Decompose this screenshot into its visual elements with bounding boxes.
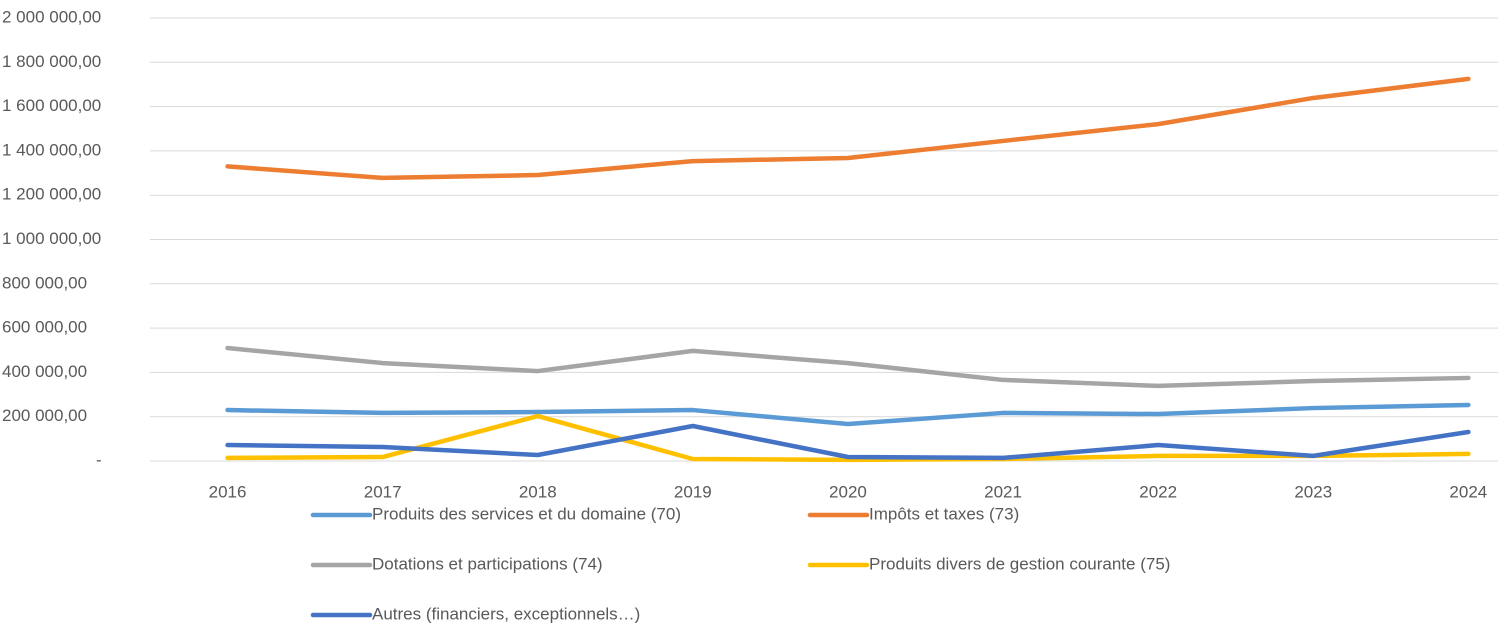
y-tick-label: 1 000 000,00 (2, 229, 101, 248)
legend-label: Impôts et taxes (73) (869, 504, 1019, 523)
y-tick-label: 1 400 000,00 (2, 140, 101, 159)
y-tick-label: 200 000,00 (2, 406, 87, 425)
y-tick-label: 1 800 000,00 (2, 52, 101, 71)
x-tick-label: 2024 (1449, 482, 1487, 501)
x-tick-label: 2022 (1139, 482, 1177, 501)
x-tick-label: 2023 (1294, 482, 1332, 501)
y-tick-label: 1 200 000,00 (2, 185, 101, 204)
series-line (225, 76, 1471, 181)
legend-label: Produits des services et du domaine (70) (372, 504, 681, 523)
y-tick-label: 2 000 000,00 (2, 7, 101, 26)
series-line (225, 413, 1471, 463)
x-tick-label: 2020 (829, 482, 867, 501)
x-tick-label: 2017 (364, 482, 402, 501)
y-tick-label: 400 000,00 (2, 362, 87, 381)
x-tick-label: 2019 (674, 482, 712, 501)
y-tick-label: - (96, 450, 102, 469)
legend-label: Produits divers de gestion courante (75) (869, 554, 1170, 573)
legend-label: Autres (financiers, exceptionnels…) (372, 604, 640, 623)
y-tick-label: 800 000,00 (2, 273, 87, 292)
series-line (225, 345, 1471, 389)
y-tick-label: 1 600 000,00 (2, 96, 101, 115)
x-tick-label: 2021 (984, 482, 1022, 501)
series-line (225, 402, 1471, 427)
x-tick-label: 2018 (519, 482, 557, 501)
series-line (225, 423, 1471, 461)
legend-label: Dotations et participations (74) (372, 554, 603, 573)
x-tick-label: 2016 (209, 482, 247, 501)
y-tick-label: 600 000,00 (2, 318, 87, 337)
